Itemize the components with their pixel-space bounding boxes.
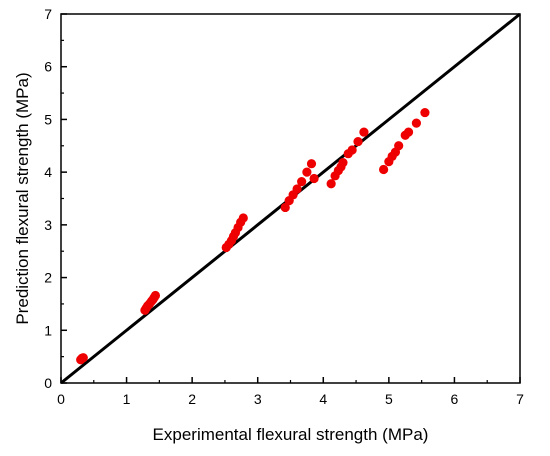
- x-tick-label: 2: [188, 391, 196, 407]
- data-point: [359, 127, 369, 137]
- data-point: [292, 184, 302, 194]
- y-tick-label: 2: [44, 270, 52, 286]
- data-point: [394, 141, 404, 151]
- y-tick-label: 7: [44, 6, 52, 22]
- data-points: [76, 107, 430, 365]
- x-tick-label: 4: [319, 391, 327, 407]
- data-point: [403, 127, 414, 137]
- data-point: [78, 353, 88, 363]
- x-tick-label: 5: [385, 391, 393, 407]
- y-tick-label: 0: [44, 375, 52, 391]
- data-point: [150, 290, 161, 301]
- x-tick-label: 7: [516, 391, 524, 407]
- data-point: [353, 136, 363, 147]
- data-point: [411, 118, 421, 128]
- data-point: [379, 164, 389, 175]
- data-point: [306, 159, 317, 169]
- y-axis-title: Prediction flexural strength (MPa): [13, 72, 32, 324]
- x-axis-ticks: 0 1 2 3 4 5 6 7: [57, 377, 524, 407]
- y-tick-label: 6: [44, 59, 52, 75]
- x-axis-title: Experimental flexural strength (MPa): [153, 425, 429, 444]
- data-point: [309, 173, 319, 184]
- x-tick-label: 0: [57, 391, 65, 407]
- data-point: [420, 107, 430, 118]
- data-point: [280, 202, 290, 213]
- data-point: [302, 167, 312, 177]
- y-tick-label: 5: [44, 111, 52, 127]
- x-tick-label: 6: [451, 391, 459, 407]
- data-point: [326, 179, 336, 189]
- y-tick-label: 4: [44, 164, 52, 180]
- data-point: [238, 213, 248, 223]
- y-tick-label: 3: [44, 217, 52, 233]
- x-tick-label: 3: [254, 391, 262, 407]
- data-point: [347, 145, 357, 155]
- y-tick-label: 1: [44, 322, 52, 338]
- data-point: [297, 177, 307, 187]
- data-point: [338, 158, 348, 168]
- y-axis-ticks: 0 1 2 3 4 5 6 7: [44, 6, 67, 391]
- x-tick-label: 1: [123, 391, 131, 407]
